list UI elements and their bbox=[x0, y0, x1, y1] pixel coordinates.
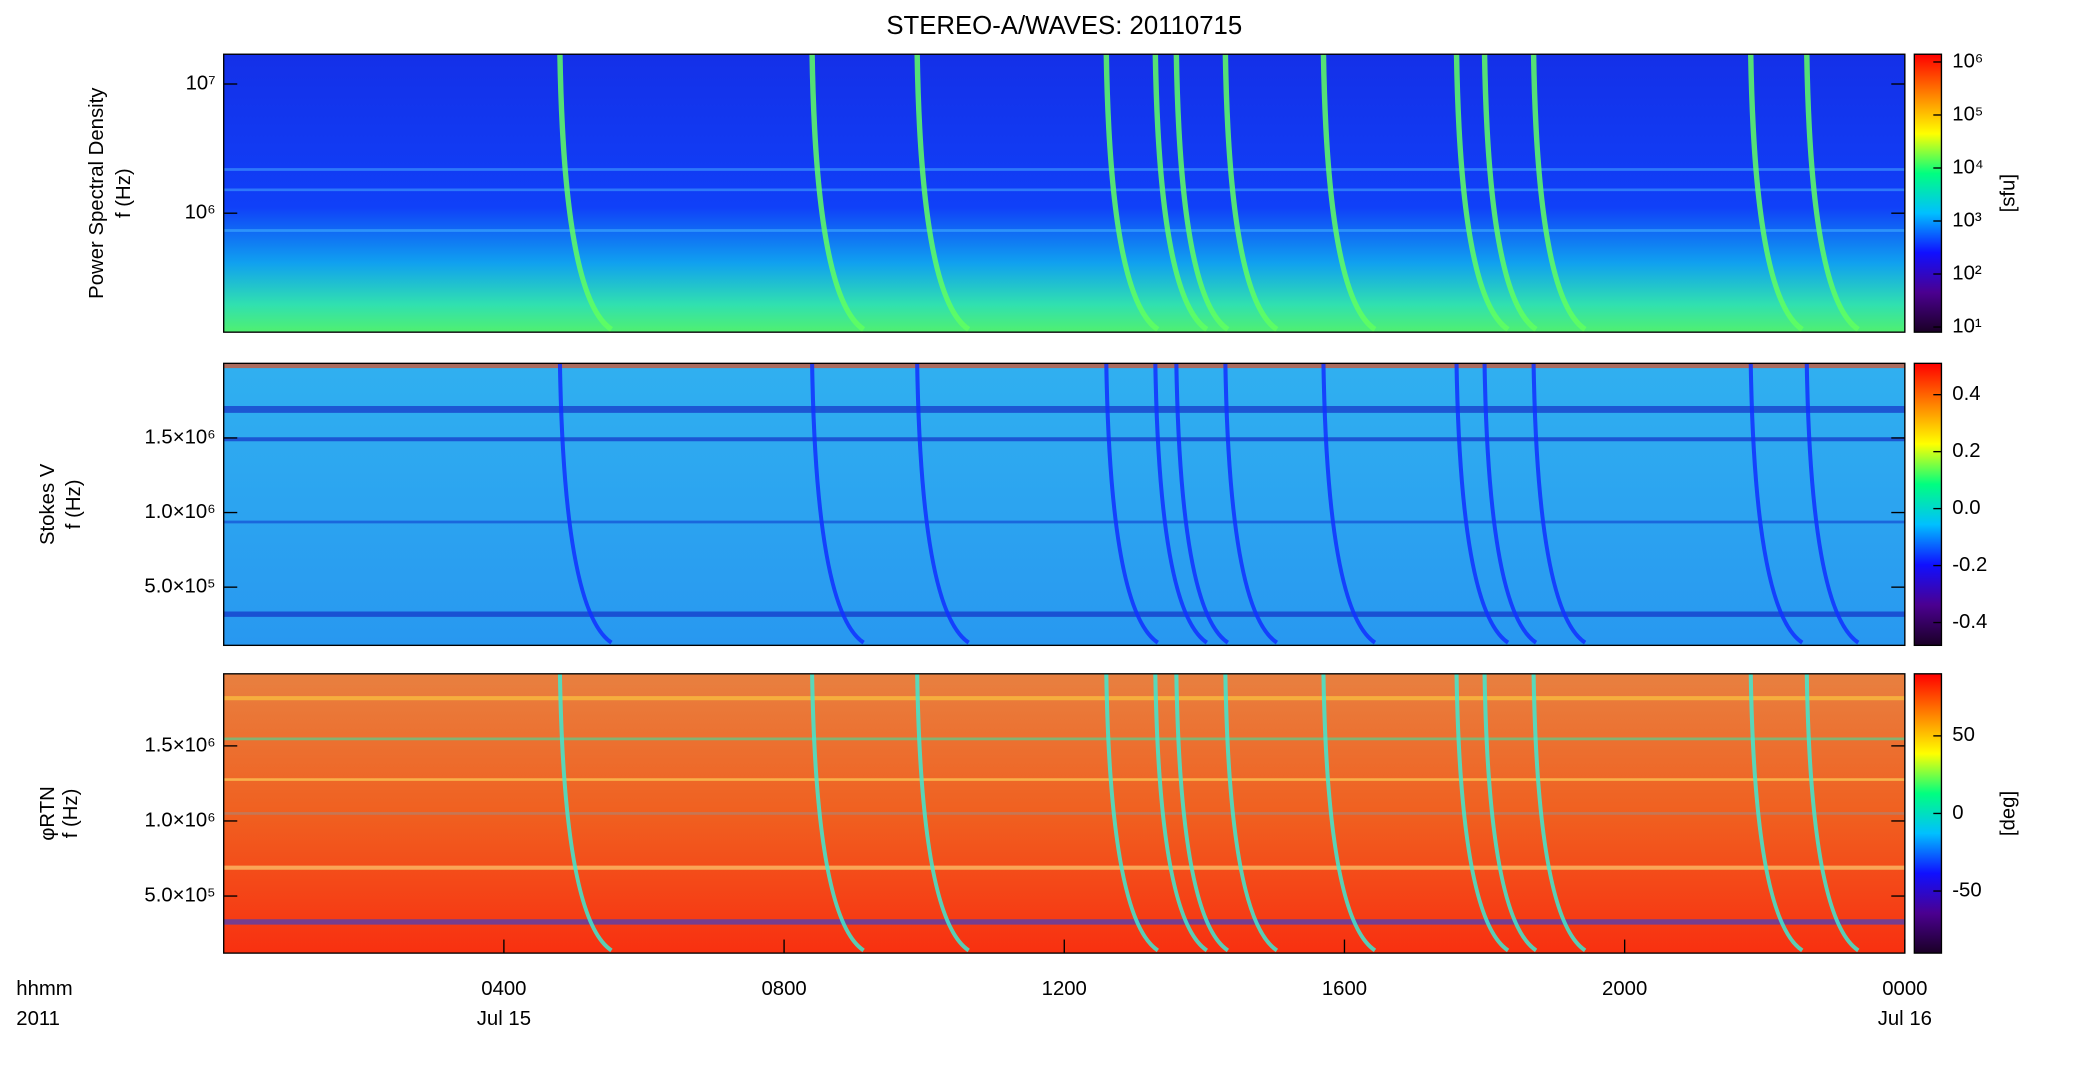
colorbar-tick-label: 0 bbox=[1952, 802, 1963, 824]
burst bbox=[1104, 363, 1159, 645]
plot-frame bbox=[223, 53, 1906, 333]
burst bbox=[1173, 54, 1230, 332]
x-unit-label: 2011 bbox=[16, 1008, 60, 1030]
burst bbox=[557, 363, 613, 645]
chart-title: STEREO-A/WAVES: 20110715 bbox=[886, 12, 1242, 40]
burst bbox=[1748, 363, 1804, 645]
x-tick-label: 1600 bbox=[1322, 978, 1367, 1000]
colorbar-tick-label: 10² bbox=[1952, 262, 1982, 284]
y-tick-label: 5.0×10⁵ bbox=[144, 576, 215, 598]
y-axis-label: f (Hz) bbox=[60, 789, 82, 839]
x-tick-label: 0800 bbox=[761, 978, 806, 1000]
colorbar-label: [sfu] bbox=[1998, 174, 2020, 212]
burst bbox=[1321, 363, 1377, 645]
colorbar bbox=[1913, 53, 1943, 333]
colorbar-tick-label: 10⁵ bbox=[1952, 103, 1983, 125]
colorbar-tick-label: 10⁶ bbox=[1952, 50, 1983, 72]
x-tick-label: 1200 bbox=[1042, 978, 1087, 1000]
burst bbox=[1104, 673, 1159, 953]
burst bbox=[1223, 673, 1279, 953]
colorbar bbox=[1913, 362, 1943, 647]
burst bbox=[1174, 363, 1230, 645]
burst bbox=[915, 363, 970, 645]
y-tick-label: 1.5×10⁶ bbox=[144, 734, 215, 756]
burst bbox=[810, 363, 865, 645]
spectrogram-background bbox=[223, 54, 1905, 333]
burst bbox=[1804, 673, 1860, 953]
x-date-label: Jul 16 bbox=[1878, 1008, 1932, 1030]
y-tick-label: 1.0×10⁶ bbox=[144, 501, 215, 523]
burst bbox=[1153, 673, 1209, 953]
burst bbox=[1454, 673, 1510, 953]
burst bbox=[1481, 54, 1538, 332]
y-axis-label: f (Hz) bbox=[113, 168, 135, 218]
texture bbox=[223, 168, 1905, 925]
burst bbox=[1320, 54, 1377, 332]
burst bbox=[914, 54, 971, 332]
burst bbox=[1482, 673, 1538, 953]
colorbar-tick-label: 10³ bbox=[1952, 209, 1982, 231]
burst bbox=[1153, 363, 1209, 645]
burst bbox=[809, 54, 866, 332]
burst bbox=[1454, 363, 1510, 645]
burst bbox=[1531, 363, 1587, 645]
colorbar-tick-label: -0.4 bbox=[1952, 611, 1987, 633]
burst bbox=[1223, 363, 1279, 645]
colorbar-tick-label: 10¹ bbox=[1952, 315, 1982, 337]
colorbar-tick-label: 50 bbox=[1952, 724, 1975, 746]
burst bbox=[1748, 673, 1804, 953]
x-tick-label: 0000 bbox=[1882, 978, 1927, 1000]
burst bbox=[1748, 54, 1804, 332]
burst bbox=[915, 673, 970, 953]
panel-backgrounds bbox=[223, 54, 1905, 954]
colorbar-tick-label: -50 bbox=[1952, 879, 1981, 901]
burst bbox=[557, 54, 614, 332]
burst bbox=[810, 673, 865, 953]
y-tick-label: 1.5×10⁶ bbox=[144, 426, 215, 448]
burst bbox=[1174, 673, 1230, 953]
spectrogram-background bbox=[223, 673, 1905, 954]
burst bbox=[1103, 54, 1160, 332]
burst bbox=[1222, 54, 1279, 332]
burst bbox=[1321, 673, 1377, 953]
burst bbox=[1453, 54, 1510, 332]
colorbar-tick-label: 10⁴ bbox=[1952, 156, 1983, 178]
colorbar-label: [deg] bbox=[1998, 791, 2020, 836]
y-axis-label: f (Hz) bbox=[63, 479, 85, 529]
y-axis-label: Stokes V bbox=[37, 463, 59, 545]
colorbar-tick-label: -0.2 bbox=[1952, 554, 1987, 576]
y-tick-label: 5.0×10⁵ bbox=[144, 884, 215, 906]
burst bbox=[1804, 363, 1860, 645]
burst bbox=[1804, 54, 1860, 332]
burst bbox=[1531, 673, 1587, 953]
burst bbox=[1530, 54, 1587, 332]
y-axis-label: φRTN bbox=[37, 786, 59, 841]
burst bbox=[557, 673, 613, 953]
burst bbox=[1152, 54, 1209, 332]
colorbar-tick-label: 0.0 bbox=[1952, 497, 1980, 519]
colorbar-tick-label: 0.2 bbox=[1952, 440, 1980, 462]
colorbar-tick-label: 0.4 bbox=[1952, 383, 1980, 405]
x-unit-label: hhmm bbox=[16, 978, 72, 1000]
spectrogram-background bbox=[223, 363, 1905, 646]
x-tick-label: 2000 bbox=[1602, 978, 1647, 1000]
y-axis-label: Power Spectral Density bbox=[86, 87, 108, 299]
y-tick-label: 10⁶ bbox=[185, 202, 216, 224]
burst bbox=[1482, 363, 1538, 645]
y-tick-label: 1.0×10⁶ bbox=[144, 809, 215, 831]
y-tick-label: 10⁷ bbox=[186, 72, 216, 94]
plot-frame bbox=[223, 362, 1906, 647]
x-tick-label: 0400 bbox=[481, 978, 526, 1000]
x-date-label: Jul 15 bbox=[477, 1008, 531, 1030]
